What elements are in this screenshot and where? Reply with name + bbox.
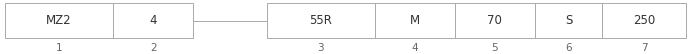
Text: 4: 4 bbox=[149, 14, 157, 27]
Bar bbox=[603, 3, 686, 38]
Text: 5: 5 bbox=[491, 43, 498, 53]
Bar bbox=[113, 3, 193, 38]
Bar bbox=[267, 3, 375, 38]
Text: 7: 7 bbox=[641, 43, 647, 53]
Bar bbox=[5, 3, 113, 38]
Text: 6: 6 bbox=[565, 43, 572, 53]
Text: 3: 3 bbox=[318, 43, 324, 53]
Bar bbox=[375, 3, 455, 38]
Text: 250: 250 bbox=[633, 14, 655, 27]
Text: 2: 2 bbox=[150, 43, 156, 53]
Text: 55R: 55R bbox=[310, 14, 332, 27]
Text: S: S bbox=[565, 14, 572, 27]
Text: 1: 1 bbox=[56, 43, 62, 53]
Text: 70: 70 bbox=[487, 14, 502, 27]
Text: M: M bbox=[410, 14, 420, 27]
Text: MZ2: MZ2 bbox=[46, 14, 72, 27]
Bar bbox=[535, 3, 603, 38]
Bar bbox=[455, 3, 535, 38]
Text: 4: 4 bbox=[412, 43, 418, 53]
